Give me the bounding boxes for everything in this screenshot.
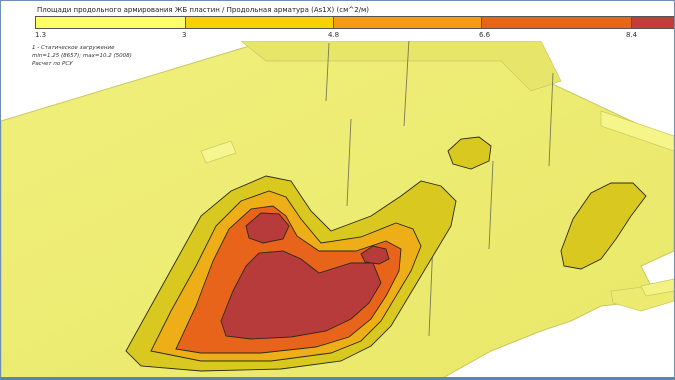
zone-level4-top[interactable] xyxy=(245,212,290,244)
zone-level4-small[interactable] xyxy=(360,245,390,265)
calculation-mode: Расчет по РСУ xyxy=(32,61,73,67)
column-line xyxy=(548,72,554,167)
legend-tick: 1.3 xyxy=(35,31,47,39)
slab-edge-top xyxy=(240,40,562,92)
slab-ledge-right xyxy=(600,110,674,152)
legend-segment xyxy=(482,17,632,28)
zone-level1-island-top[interactable] xyxy=(447,136,492,170)
legend-color-scale xyxy=(35,16,674,29)
column-line xyxy=(346,118,352,207)
column-line xyxy=(325,42,330,102)
legend-title: Площади продольного армирования ЖБ пласт… xyxy=(37,6,370,14)
slab-notch-left xyxy=(200,140,237,164)
column-lines xyxy=(325,38,554,337)
legend-segment xyxy=(36,17,186,28)
color-legend: Площади продольного армирования ЖБ пласт… xyxy=(1,1,674,41)
column-line xyxy=(403,38,410,127)
load-case-info: 1 - Статическое загружение min=1.25 (865… xyxy=(32,44,132,68)
slab-ledge-right-lower xyxy=(640,278,674,297)
legend-tick: 8.4 xyxy=(626,31,638,39)
zone-level1-island-right[interactable] xyxy=(560,182,647,270)
legend-segment xyxy=(334,17,482,28)
legend-segment xyxy=(632,17,674,28)
legend-tick: 3 xyxy=(182,31,187,39)
legend-tick: 6.6 xyxy=(479,31,491,39)
min-max-values: min=1.25 (8657); max=10.2 (5008) xyxy=(32,53,132,59)
legend-tick: 4.8 xyxy=(328,31,340,39)
load-case-name: 1 - Статическое загружение xyxy=(32,45,115,51)
column-line xyxy=(488,160,494,250)
legend-segment xyxy=(186,17,334,28)
